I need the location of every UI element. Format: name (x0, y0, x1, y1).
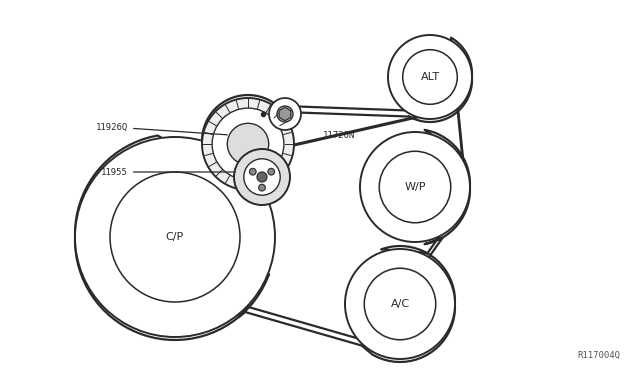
Circle shape (244, 159, 280, 195)
Text: A/C: A/C (390, 299, 410, 309)
Text: 11720N: 11720N (313, 131, 355, 141)
Circle shape (202, 98, 294, 190)
Circle shape (268, 168, 275, 175)
Circle shape (212, 108, 284, 180)
Circle shape (227, 123, 269, 165)
Circle shape (234, 149, 290, 205)
Circle shape (403, 50, 458, 104)
Polygon shape (279, 107, 291, 121)
Text: ALT: ALT (420, 72, 440, 82)
Circle shape (269, 98, 301, 130)
Circle shape (364, 268, 436, 340)
Circle shape (277, 106, 293, 122)
Circle shape (360, 132, 470, 242)
Circle shape (345, 249, 455, 359)
Circle shape (257, 172, 267, 182)
Text: 11955: 11955 (101, 167, 236, 176)
Circle shape (75, 137, 275, 337)
Text: C/P: C/P (166, 232, 184, 242)
Circle shape (250, 168, 256, 175)
Circle shape (259, 184, 266, 191)
Text: R117004Q: R117004Q (577, 351, 620, 360)
Circle shape (110, 172, 240, 302)
Circle shape (380, 151, 451, 223)
Circle shape (388, 35, 472, 119)
Text: 11926Q: 11926Q (96, 122, 227, 135)
Text: W/P: W/P (404, 182, 426, 192)
